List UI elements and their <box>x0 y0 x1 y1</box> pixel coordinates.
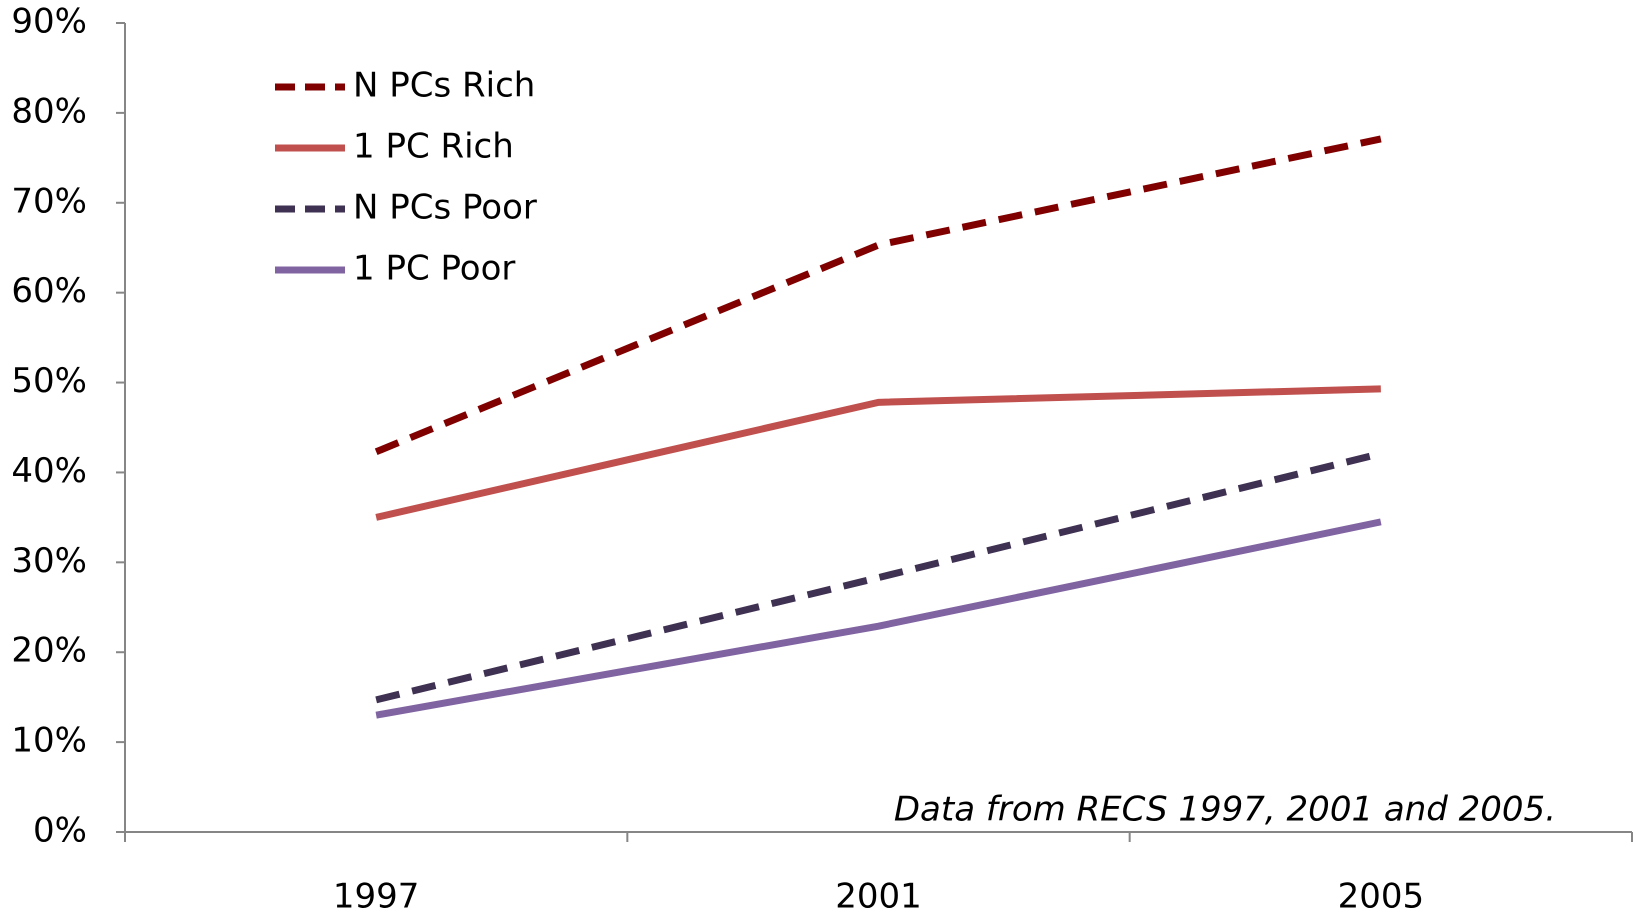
legend-label: N PCs Rich <box>353 66 535 106</box>
series-line <box>375 518 1382 719</box>
y-tick-label: 70% <box>11 181 87 221</box>
y-tick-label: 60% <box>11 271 87 311</box>
annotation: Data from RECS 1997, 2001 and 2005. <box>894 790 1556 830</box>
y-tick-label: 20% <box>11 631 87 671</box>
legend-label: N PCs Poor <box>353 188 537 228</box>
x-tick-label: 2005 <box>1338 877 1425 917</box>
series-line <box>375 450 1382 704</box>
y-tick-label: 10% <box>11 721 87 761</box>
y-tick-label: 0% <box>33 811 87 851</box>
x-tick-label: 1997 <box>333 877 420 917</box>
y-tick-label: 30% <box>11 541 87 581</box>
y-tick-label: 90% <box>11 2 87 42</box>
y-tick-label: 80% <box>11 91 87 131</box>
x-tick-label: 2001 <box>835 877 922 917</box>
series-line <box>375 385 1381 521</box>
y-tick-label: 50% <box>11 361 87 401</box>
legend-label: 1 PC Rich <box>353 127 514 167</box>
legend-label: 1 PC Poor <box>353 249 515 289</box>
y-tick-label: 40% <box>11 451 87 491</box>
